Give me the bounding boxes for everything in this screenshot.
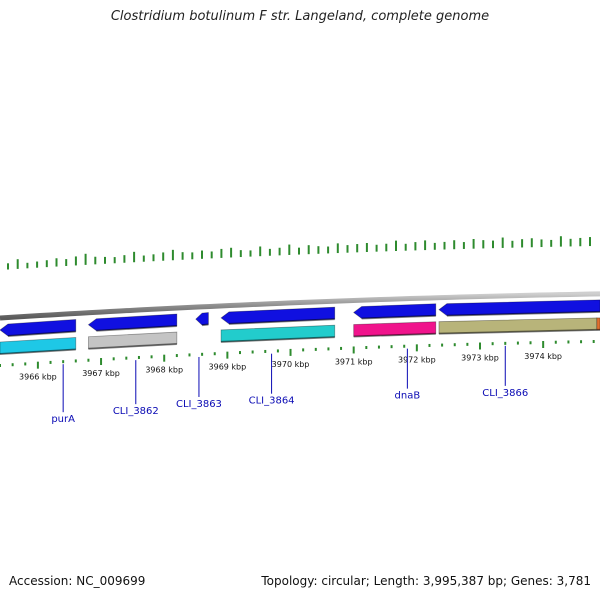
gene-shade [229, 318, 335, 325]
accession-text: Accession: NC_009699 [9, 574, 146, 588]
scale-tick-label: 3968 kbp [145, 366, 183, 375]
gene-feature[interactable] [596, 317, 600, 331]
scale-tick-label: 3966 kbp [19, 373, 57, 382]
gene-CLI_3864[interactable] [220, 306, 336, 325]
genome-stats-text: Topology: circular; Length: 3,995,387 bp… [261, 574, 591, 588]
gene-label-dnaB[interactable]: dnaB [395, 391, 421, 402]
gene-label-purA[interactable]: purA [51, 414, 75, 425]
gene-shade [438, 328, 597, 335]
scale-tick-label: 3971 kbp [335, 357, 373, 366]
scale-tick-label: 3973 kbp [461, 354, 499, 363]
genome-backbone [0, 291, 600, 321]
backbone-arc [0, 291, 600, 321]
scale-tick-label: 3974 kbp [524, 352, 562, 361]
gene-dnaB[interactable] [353, 303, 437, 319]
scale-ruler: 3966 kbp 3967 kbp 3968 kbp 3969 kbp 3970 kbp… [0, 339, 595, 382]
map-title: Clostridium botulinum F str. Langeland, … [110, 9, 490, 24]
gene-label-CLI_3863[interactable]: CLI_3863 [176, 399, 222, 410]
gene-track [0, 299, 600, 355]
gene-shade [88, 343, 177, 350]
gene-CLI_3863[interactable] [195, 312, 209, 326]
gene-feature[interactable] [88, 331, 178, 350]
gene-feature[interactable] [220, 324, 336, 343]
gene-shade [361, 314, 436, 320]
gene-label-CLI_3864[interactable]: CLI_3864 [249, 396, 295, 407]
gene-shade [353, 332, 436, 338]
gene-CLI_3862[interactable] [87, 313, 178, 332]
gene-label-CLI_3866[interactable]: CLI_3866 [482, 388, 528, 399]
gene-feature[interactable] [353, 321, 437, 337]
gc-content-plot [7, 236, 591, 270]
gene-CLI_3866[interactable] [438, 299, 600, 317]
scale-tick-label: 3969 kbp [209, 363, 247, 372]
gene-purA[interactable] [0, 319, 77, 337]
gene-shade [202, 323, 209, 327]
gene-shade [0, 348, 76, 355]
scale-tick-label: 3972 kbp [398, 355, 436, 364]
gene-feature[interactable] [438, 317, 598, 335]
gene-labels: purA CLI_3862 CLI_3863 CLI_3864 dnaB CLI_3866 [51, 345, 528, 425]
gene-shade [446, 310, 600, 317]
gene-label-CLI_3862[interactable]: CLI_3862 [113, 406, 159, 417]
scale-tick-label: 3970 kbp [272, 360, 310, 369]
gene-feature[interactable] [0, 337, 77, 355]
scale-tick-label: 3967 kbp [82, 369, 120, 378]
gene-shade [96, 325, 177, 332]
gene-shade [221, 336, 335, 343]
gene-shade [7, 330, 76, 337]
